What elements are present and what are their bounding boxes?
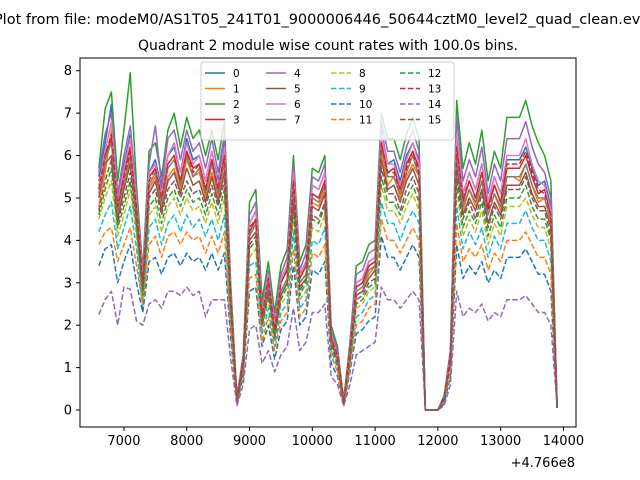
series-line-11: [98, 218, 558, 411]
y-tick-label: 0: [64, 404, 72, 419]
legend-label-11: 11: [359, 115, 372, 127]
y-tick-label: 1: [64, 361, 72, 376]
y-tick-label: 6: [64, 149, 72, 164]
x-tick-label: 7000: [107, 434, 140, 449]
legend-label-4: 4: [294, 68, 301, 80]
chart-title: Quadrant 2 module wise count rates with …: [138, 38, 518, 54]
series-line-10: [98, 235, 558, 411]
x-tick-label: 12000: [417, 434, 458, 449]
legend-label-5: 5: [294, 84, 301, 96]
x-tick-label: 8000: [170, 434, 203, 449]
legend-label-2: 2: [233, 99, 240, 111]
x-axis: 7000 8000 9000 10000 11000 12000 13000 14000: [107, 427, 584, 449]
y-tick-label: 7: [64, 107, 72, 122]
legend-label-6: 6: [294, 99, 301, 111]
legend-label-3: 3: [233, 115, 240, 127]
axes-frame: [79, 57, 577, 428]
y-axis: 0 1 2 3 4 5 6 7 8: [64, 64, 80, 419]
legend-label-14: 14: [428, 99, 442, 111]
y-tick-label: 3: [64, 276, 72, 291]
legend-label-9: 9: [359, 84, 366, 96]
y-tick-label: 8: [64, 64, 72, 79]
series-lines: [98, 72, 558, 411]
x-tick-label: 14000: [543, 434, 584, 449]
series-line-15: [98, 159, 558, 411]
legend-label-15: 15: [428, 115, 441, 127]
x-tick-label: 13000: [480, 434, 521, 449]
legend-label-1: 1: [233, 84, 240, 96]
series-line-8: [98, 180, 558, 411]
legend-label-0: 0: [233, 68, 240, 80]
y-tick-label: 2: [64, 319, 72, 334]
y-tick-label: 5: [64, 191, 72, 206]
series-line-9: [98, 201, 558, 411]
legend-label-8: 8: [359, 68, 366, 80]
legend-label-7: 7: [294, 115, 301, 127]
x-tick-label: 10000: [292, 434, 333, 449]
series-line-14: [98, 286, 558, 411]
series-line-13: [98, 133, 558, 411]
x-tick-label: 9000: [233, 434, 266, 449]
x-tick-label: 11000: [354, 434, 395, 449]
y-tick-label: 4: [64, 234, 72, 249]
legend-label-13: 13: [428, 84, 441, 96]
x-offset-label: +4.766e8: [511, 456, 575, 471]
legend-label-10: 10: [359, 99, 372, 111]
legend-box: [200, 61, 455, 141]
legend-label-12: 12: [428, 68, 441, 80]
figure-suptitle: Plot from file: modeM0/AS1T05_241T01_900…: [0, 12, 640, 28]
